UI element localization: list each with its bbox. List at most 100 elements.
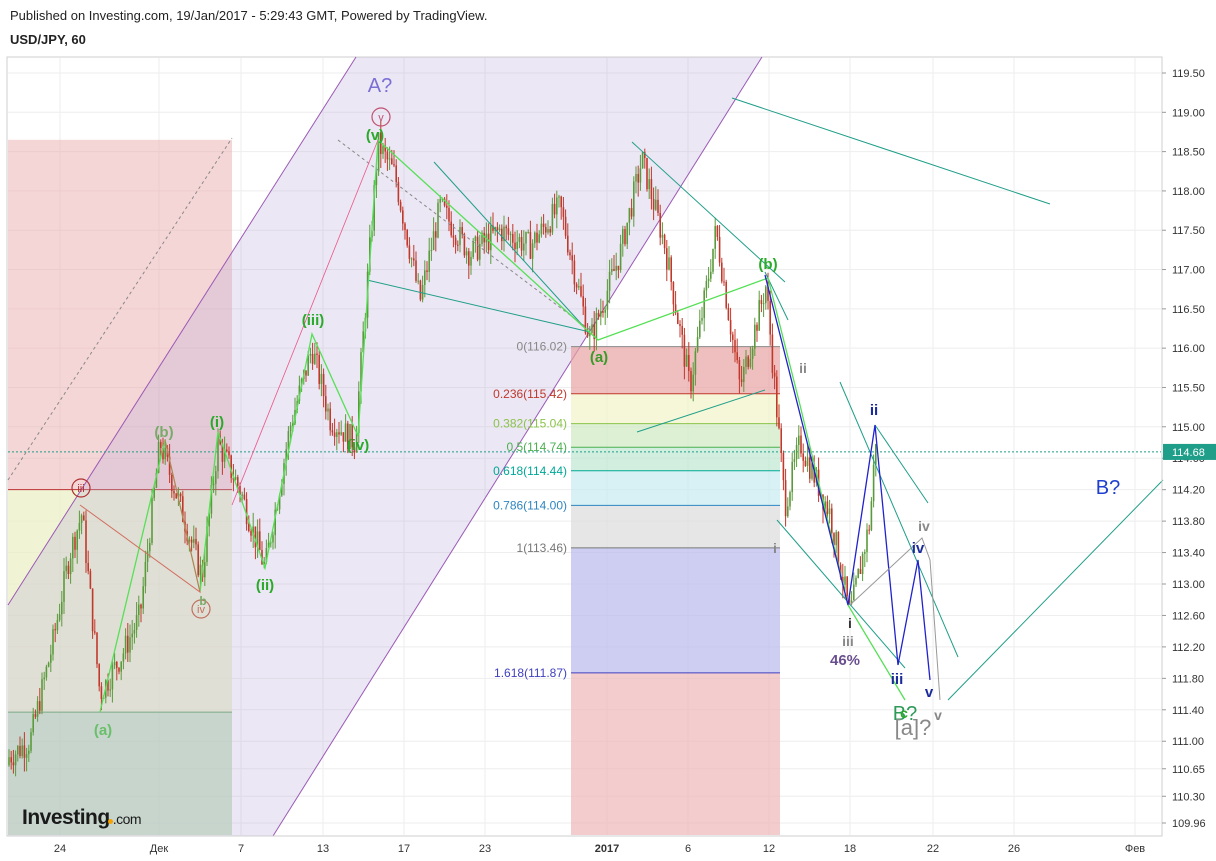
zone-red-left [8, 139, 232, 490]
candle-body [650, 179, 653, 199]
candle-body [804, 460, 807, 466]
candle-body [58, 614, 61, 620]
candle-body [435, 231, 437, 238]
candle-body [131, 633, 133, 638]
candle-body [850, 600, 853, 604]
candle-body [342, 432, 345, 442]
candle-body [611, 269, 613, 272]
publish-info: Published on Investing.com, 19/Jan/2017 … [10, 8, 488, 23]
candle-body [853, 584, 855, 601]
candle-body [509, 233, 512, 235]
candle-body [637, 173, 639, 183]
wave-label: i [848, 615, 852, 631]
candle-body [831, 508, 833, 534]
candle-body [518, 237, 521, 242]
candle-body [28, 750, 30, 755]
candle-body [281, 483, 283, 496]
fib-zone [571, 423, 780, 448]
candle-body [168, 456, 171, 475]
candle-body [358, 391, 360, 433]
candle-body [217, 435, 219, 472]
wave-label: v [934, 707, 942, 723]
candle-body [758, 300, 760, 331]
candle-body [547, 229, 549, 233]
current-price-badge: 114.68 [1163, 443, 1216, 460]
candle-body [602, 311, 604, 313]
candle-body [525, 231, 527, 244]
candle-body [837, 532, 840, 565]
candle-body [501, 228, 503, 242]
candle-body [448, 207, 450, 222]
candle-body [505, 226, 507, 229]
candle-body [94, 631, 96, 633]
candle-body [89, 571, 92, 589]
candle-body [272, 535, 274, 543]
wave-blue [764, 274, 931, 681]
candle-body [375, 171, 378, 185]
candle-body [613, 269, 615, 271]
fib-zone [571, 470, 780, 506]
wave-label: ii [799, 360, 807, 376]
candle-body [626, 222, 628, 245]
candle-body [179, 493, 182, 497]
candle-body [333, 432, 336, 437]
candle-body [630, 208, 633, 217]
candle-body [355, 432, 358, 453]
time-tick-label: 12 [763, 843, 775, 855]
candle-body [406, 229, 408, 246]
candle-body [512, 233, 514, 243]
candle-body [446, 205, 448, 208]
candle-body [531, 243, 534, 259]
time-tick-label: 6 [685, 843, 691, 855]
candle-body [421, 284, 424, 300]
candle-body [773, 372, 776, 377]
candle-body [151, 498, 153, 544]
wave-label: (a) [590, 349, 608, 366]
fib-level-label: 0.382(115.04) [493, 417, 567, 431]
candle-body [160, 441, 162, 449]
candle-body [413, 258, 415, 261]
candle-body [633, 181, 635, 217]
candle-body [190, 539, 193, 543]
price-tick-label: 113.40 [1172, 548, 1205, 560]
candle-body [564, 216, 567, 236]
candle-body [802, 453, 804, 461]
candle-body [252, 526, 254, 536]
candle-body [736, 352, 738, 361]
price-tick-label: 111.80 [1172, 673, 1204, 685]
candle-body [795, 445, 798, 460]
candle-body [338, 432, 340, 435]
candle-body [751, 348, 754, 359]
candle-body [479, 243, 481, 260]
candle-body [789, 492, 791, 507]
candle-body [646, 157, 648, 190]
candle-body [756, 324, 758, 331]
wave-label: (ii) [256, 577, 274, 594]
candle-body [635, 173, 637, 182]
candle-body [351, 424, 353, 448]
candle-body [670, 257, 672, 283]
candle-body [655, 199, 657, 210]
candle-body [188, 539, 191, 542]
wave-grey [849, 537, 941, 701]
circled-wave-marker [71, 478, 91, 498]
candle-body [133, 630, 136, 634]
candle-body [734, 339, 736, 353]
candle-body [12, 762, 15, 766]
wave-label: (iv) [347, 437, 370, 454]
candle-body [597, 312, 600, 317]
candle-body [210, 484, 213, 514]
wave-label-B-right: B? [1096, 477, 1120, 499]
candle-body [399, 201, 402, 211]
candle-body [707, 278, 710, 282]
candle-body [703, 290, 705, 319]
candle-body [487, 233, 490, 251]
candle-body [589, 332, 591, 337]
candle-body [608, 271, 611, 291]
candle-body [767, 286, 769, 301]
candle-body [765, 286, 767, 304]
candle-body [208, 513, 210, 527]
candle-body [146, 551, 149, 562]
candle-body [45, 666, 48, 678]
